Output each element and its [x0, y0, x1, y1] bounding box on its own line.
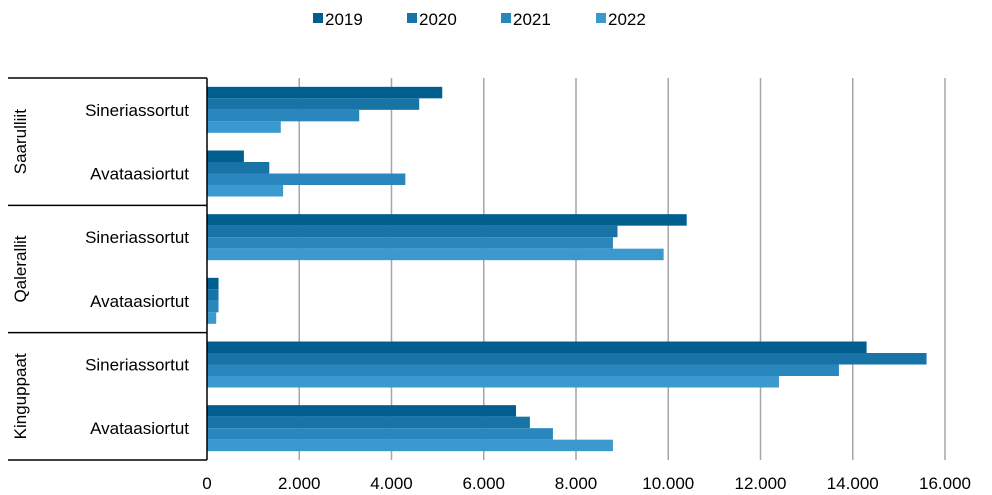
bar-2020 — [207, 416, 530, 429]
bar-2022 — [207, 439, 613, 452]
bar-2020 — [207, 289, 219, 301]
bar-2021 — [207, 173, 406, 185]
legend-label-2019: 2019 — [325, 10, 363, 29]
legend-swatch-2019 — [313, 13, 323, 23]
bar-2021 — [207, 364, 839, 376]
chart-axes — [8, 77, 208, 461]
category-label: Sineriassortut — [85, 101, 189, 120]
chart-legend: 2019 2020 2021 2022 — [313, 10, 646, 29]
chart-bars — [207, 86, 927, 452]
bar-2019 — [207, 86, 443, 99]
bar-2021 — [207, 300, 219, 313]
x-tick-label: 12.000 — [735, 474, 787, 493]
legend-swatch-2022 — [596, 13, 606, 23]
x-tick-label: 14.000 — [827, 474, 879, 493]
category-label: Sineriassortut — [85, 356, 189, 375]
bar-2021 — [207, 428, 553, 440]
category-label: Avataasiortut — [90, 419, 189, 438]
bar-2022 — [207, 248, 664, 261]
legend-swatch-2020 — [407, 13, 417, 23]
bar-2021 — [207, 109, 360, 122]
x-tick-label: 6.000 — [462, 474, 505, 493]
bar-2022 — [207, 312, 217, 324]
bar-2022 — [207, 185, 284, 197]
chart-gridlines — [298, 78, 946, 460]
bar-2022 — [207, 376, 779, 388]
legend-swatch-2021 — [501, 13, 511, 23]
group-label: Kinguppaat — [11, 353, 30, 439]
x-tick-label: 2.000 — [278, 474, 321, 493]
bar-2020 — [207, 162, 270, 174]
x-tick-label: 10.000 — [642, 474, 694, 493]
x-tick-label: 16.000 — [919, 474, 971, 493]
bar-2019 — [207, 150, 244, 162]
group-label: Qalerallit — [11, 235, 30, 302]
bar-2021 — [207, 237, 613, 249]
category-label: Avataasiortut — [90, 292, 189, 311]
bar-2019 — [207, 214, 687, 226]
chart-labels: 0 2.000 4.000 6.000 8.000 10.000 12.000 14.000 1… — [11, 101, 971, 493]
bar-2019 — [207, 277, 219, 290]
bar-2020 — [207, 353, 927, 365]
bar-2020 — [207, 98, 420, 110]
legend-label-2020: 2020 — [419, 10, 457, 29]
group-label: Saarulliit — [11, 109, 30, 174]
legend-label-2022: 2022 — [608, 10, 646, 29]
legend-label-2021: 2021 — [513, 10, 551, 29]
category-label: Sineriassortut — [85, 228, 189, 247]
bar-2019 — [207, 341, 867, 353]
category-label: Avataasiortut — [90, 165, 189, 184]
x-tick-label: 8.000 — [555, 474, 598, 493]
x-tick-label: 4.000 — [370, 474, 413, 493]
bar-2022 — [207, 121, 281, 133]
bar-2020 — [207, 225, 618, 238]
x-tick-label: 0 — [202, 474, 211, 493]
bar-2019 — [207, 405, 517, 417]
